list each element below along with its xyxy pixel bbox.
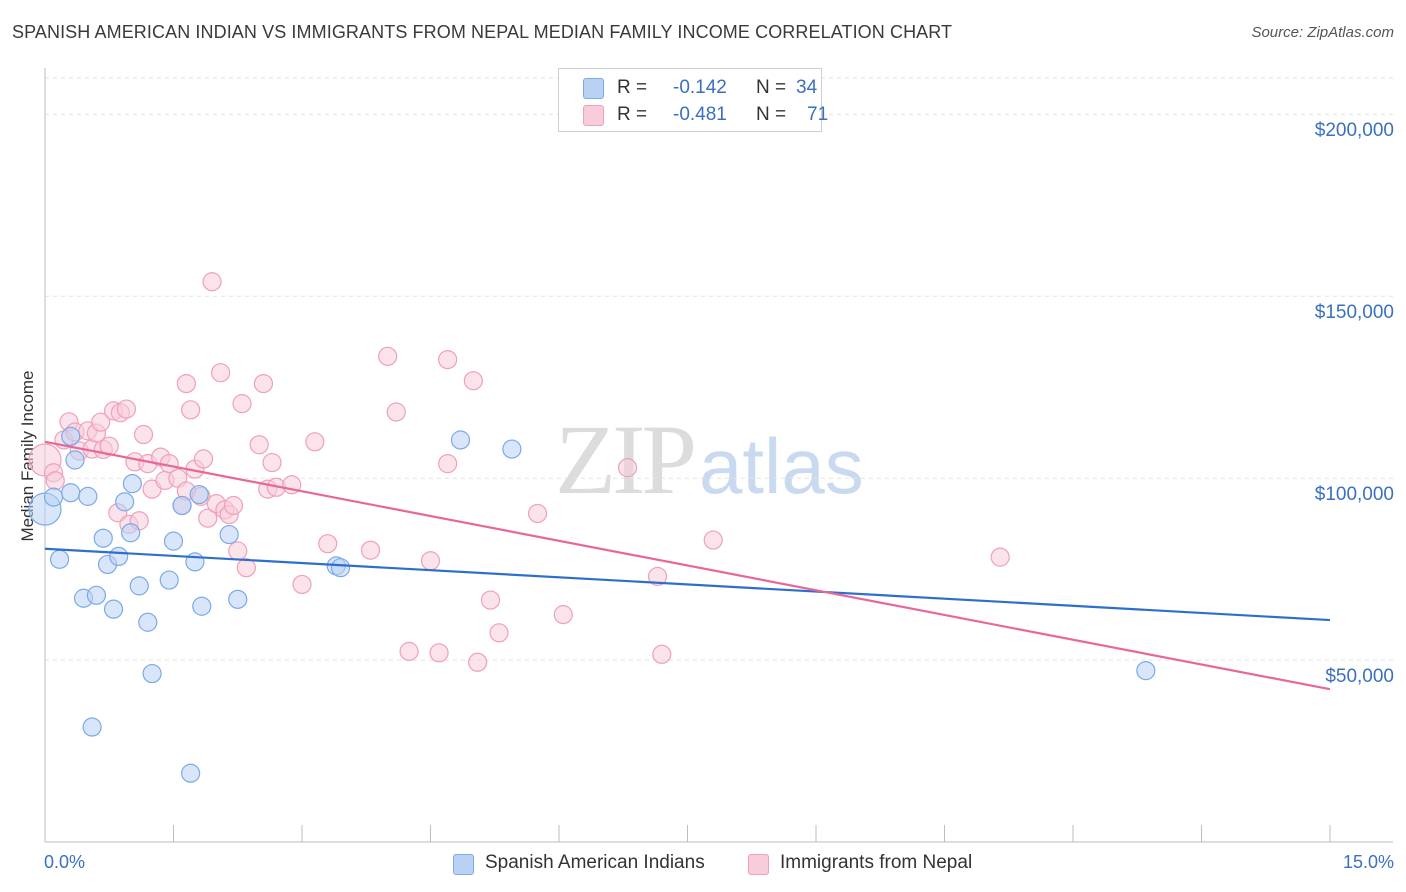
point-immigrants-from-nepal: [647, 566, 668, 587]
x-tick-label-max: 15.0%: [1342, 852, 1394, 872]
point-spanish-american-indians: [142, 663, 162, 684]
point-spanish-american-indians: [115, 492, 135, 512]
series-legend: Spanish American Indians Immigrants from…: [0, 852, 1406, 878]
point-immigrants-from-nepal: [468, 652, 488, 672]
trendline-spanish-american-indians: [44, 547, 1331, 622]
point-immigrants-from-nepal: [399, 641, 419, 661]
point-immigrants-from-nepal: [527, 503, 548, 524]
point-immigrants-from-nepal: [232, 394, 252, 414]
x-tick-label-min: 0.0%: [44, 852, 86, 872]
legend-label: Spanish American Indians: [485, 852, 705, 873]
point-immigrants-from-nepal: [45, 471, 65, 491]
point-spanish-american-indians: [1136, 661, 1156, 681]
point-immigrants-from-nepal: [318, 534, 338, 554]
n-label: N =: [756, 77, 787, 98]
point-immigrants-from-nepal: [181, 400, 201, 420]
point-spanish-american-indians: [219, 524, 239, 545]
point-immigrants-from-nepal: [228, 541, 248, 561]
point-spanish-american-indians: [61, 483, 81, 503]
point-immigrants-from-nepal: [386, 402, 406, 422]
point-immigrants-from-nepal: [116, 399, 136, 419]
point-immigrants-from-nepal: [429, 643, 449, 663]
n-label: N =: [756, 104, 787, 125]
point-immigrants-from-nepal: [91, 412, 111, 432]
point-immigrants-from-nepal: [438, 454, 458, 474]
stats-legend: R = -0.142 N = 34 R = -0.481 N = 71: [558, 68, 828, 132]
r-label: R =: [617, 104, 648, 125]
point-immigrants-from-nepal: [463, 371, 483, 391]
legend-swatch-pink: [748, 854, 769, 875]
legend-swatch-pink: [583, 105, 604, 126]
point-spanish-american-indians: [192, 596, 212, 616]
r-label: R =: [617, 77, 648, 98]
point-spanish-american-indians: [93, 528, 113, 548]
point-immigrants-from-nepal: [133, 424, 154, 445]
point-immigrants-from-nepal: [480, 590, 501, 610]
legend-swatch-blue: [453, 854, 474, 875]
point-spanish-american-indians: [129, 576, 149, 596]
chart-source: Source: ZipAtlas.com: [1251, 24, 1394, 41]
point-spanish-american-indians: [185, 552, 205, 572]
point-immigrants-from-nepal: [360, 540, 381, 560]
point-spanish-american-indians: [49, 549, 70, 569]
point-spanish-american-indians: [450, 430, 471, 450]
point-spanish-american-indians: [330, 558, 351, 578]
point-immigrants-from-nepal: [176, 374, 196, 394]
chart-title: SPANISH AMERICAN INDIAN VS IMMIGRANTS FR…: [12, 22, 953, 42]
point-immigrants-from-nepal: [249, 435, 269, 455]
point-spanish-american-indians: [86, 585, 107, 605]
y-tick-label: $100,000: [1314, 484, 1394, 506]
y-tick-label: $50,000: [1325, 666, 1394, 688]
point-spanish-american-indians: [121, 523, 141, 543]
point-spanish-american-indians: [78, 486, 98, 506]
point-immigrants-from-nepal: [489, 623, 509, 643]
point-immigrants-from-nepal: [553, 605, 573, 625]
point-immigrants-from-nepal: [236, 558, 256, 578]
point-spanish-american-indians: [181, 763, 201, 783]
r-value-spanish-american-indians: -0.142: [673, 77, 727, 98]
point-spanish-american-indians: [502, 439, 522, 459]
y-tick-label: $150,000: [1314, 302, 1394, 324]
point-spanish-american-indians: [228, 589, 248, 609]
y-tick-label: $200,000: [1314, 120, 1394, 142]
point-spanish-american-indians: [172, 495, 192, 516]
point-immigrants-from-nepal: [262, 452, 282, 473]
point-spanish-american-indians: [109, 546, 129, 567]
point-immigrants-from-nepal: [703, 530, 723, 550]
point-immigrants-from-nepal: [438, 349, 458, 370]
point-immigrants-from-nepal: [202, 272, 222, 292]
point-spanish-american-indians: [189, 484, 209, 505]
point-immigrants-from-nepal: [198, 508, 218, 528]
legend-label: Immigrants from Nepal: [780, 852, 973, 873]
point-immigrants-from-nepal: [617, 458, 638, 478]
point-immigrants-from-nepal: [253, 374, 274, 394]
point-spanish-american-indians: [138, 612, 158, 632]
point-spanish-american-indians: [159, 570, 179, 590]
point-immigrants-from-nepal: [990, 547, 1010, 567]
n-value-immigrants-from-nepal: 71: [807, 104, 829, 125]
point-spanish-american-indians: [103, 599, 124, 619]
point-immigrants-from-nepal: [223, 495, 244, 516]
point-spanish-american-indians: [122, 474, 142, 494]
point-spanish-american-indians: [43, 487, 64, 507]
point-spanish-american-indians: [82, 717, 102, 737]
point-immigrants-from-nepal: [193, 449, 214, 469]
point-immigrants-from-nepal: [420, 551, 441, 571]
point-immigrants-from-nepal: [211, 363, 231, 383]
legend-swatch-blue: [583, 78, 604, 99]
point-spanish-american-indians: [61, 426, 81, 446]
point-immigrants-from-nepal: [305, 432, 325, 452]
trendline-immigrants-from-nepal: [44, 440, 1331, 691]
n-value-spanish-american-indians: 34: [796, 77, 818, 98]
point-immigrants-from-nepal: [378, 346, 398, 366]
point-immigrants-from-nepal: [652, 644, 672, 664]
r-value-immigrants-from-nepal: -0.481: [673, 104, 727, 125]
point-spanish-american-indians: [65, 450, 85, 470]
point-immigrants-from-nepal: [292, 574, 312, 595]
point-spanish-american-indians: [163, 531, 184, 551]
